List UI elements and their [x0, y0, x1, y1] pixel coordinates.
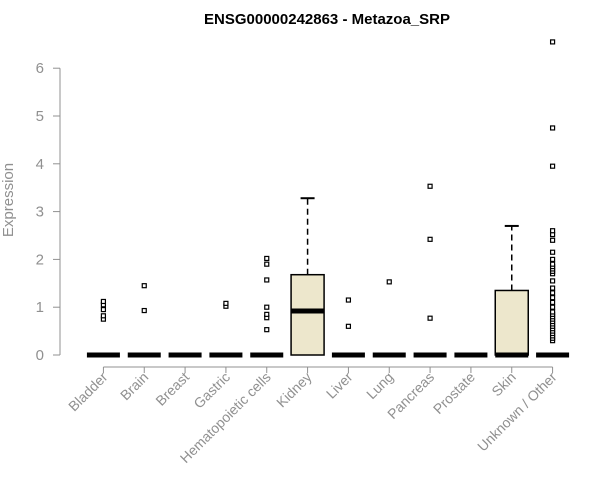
outlier-point — [141, 307, 147, 314]
outlier-point — [264, 311, 270, 317]
outlier-point — [549, 309, 556, 315]
outlier-point — [427, 183, 433, 189]
chart-title: ENSG00000242863 - Metazoa_SRP — [204, 11, 450, 28]
y-tick-label: 6 — [36, 60, 44, 77]
y-axis: 0 1 2 3 4 5 6 — [36, 60, 61, 364]
x-tick-label: Brain — [117, 369, 151, 403]
outlier-point — [549, 228, 556, 234]
box-bladder — [86, 298, 120, 358]
outlier-point — [345, 297, 352, 303]
y-tick-label: 0 — [36, 347, 44, 364]
box-unknown-other — [536, 39, 570, 358]
outlier-point — [549, 237, 556, 243]
outlier-point — [100, 306, 107, 313]
outlier-point — [549, 163, 556, 169]
x-tick-label: Skin — [488, 369, 519, 400]
outlier-point — [100, 313, 107, 319]
box-skin — [494, 224, 529, 358]
outlier-point — [549, 39, 556, 45]
x-tick-label: Lung — [363, 369, 396, 402]
box-kidney — [290, 197, 325, 356]
outlier-point — [264, 277, 270, 283]
box-iqr — [494, 289, 529, 356]
y-tick-label: 4 — [36, 156, 44, 173]
box-gastric — [209, 300, 243, 358]
y-tick-label: 3 — [36, 204, 44, 221]
box-lung — [372, 279, 406, 358]
outlier-point — [549, 256, 556, 262]
x-tick-label: Prostate — [430, 369, 478, 417]
outlier-point — [549, 261, 556, 267]
outlier-point — [549, 125, 556, 131]
outlier-point — [264, 261, 270, 267]
x-tick-label: Liver — [323, 369, 356, 402]
outlier-point — [549, 285, 556, 291]
x-tick-label: Kidney — [273, 369, 315, 411]
outlier-point — [141, 283, 147, 289]
x-tick-label: Breast — [152, 369, 192, 409]
box-liver — [331, 297, 365, 358]
box-hematopoietic-cells — [250, 255, 284, 358]
outlier-point — [427, 315, 433, 321]
y-axis-label: Expression — [0, 163, 17, 237]
outlier-point — [386, 279, 392, 285]
box-pancreas — [413, 183, 447, 358]
y-tick-label: 2 — [36, 251, 44, 268]
box-group — [86, 39, 570, 358]
y-tick-label: 1 — [36, 299, 44, 316]
outlier-point — [549, 249, 556, 255]
outlier-point — [264, 327, 270, 333]
outlier-point — [264, 304, 270, 310]
outlier-point — [264, 255, 270, 262]
outlier-point — [427, 236, 433, 242]
outlier-point — [223, 300, 229, 306]
outlier-point — [549, 290, 556, 296]
y-tick-label: 5 — [36, 108, 44, 125]
outlier-point — [549, 295, 556, 301]
outlier-point — [549, 304, 556, 310]
outlier-point — [100, 298, 107, 305]
box-brain — [127, 283, 161, 358]
x-tick-label: Bladder — [65, 369, 111, 415]
outlier-point — [345, 323, 352, 329]
outlier-point — [549, 299, 556, 306]
outlier-point — [549, 278, 556, 284]
box-iqr — [290, 273, 325, 356]
